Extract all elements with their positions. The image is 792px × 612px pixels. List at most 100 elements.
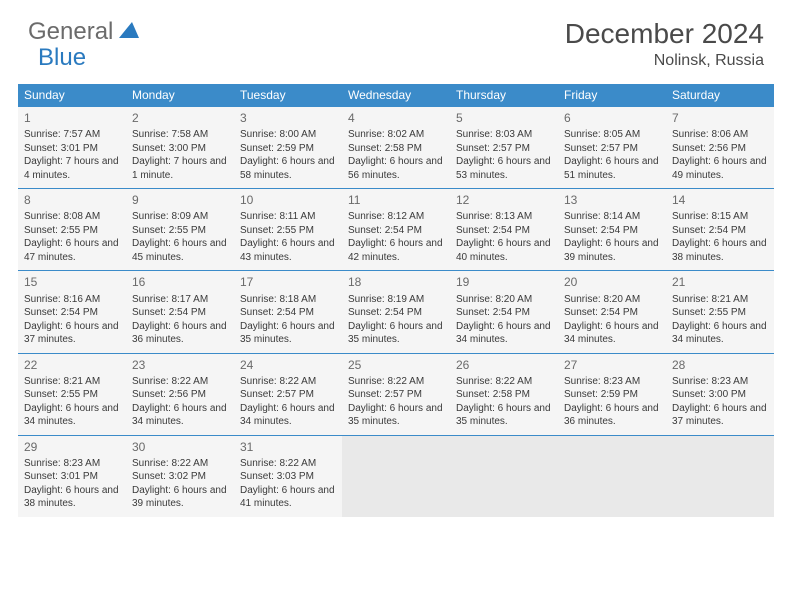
day-number: 24	[240, 357, 336, 373]
daylight-line: Daylight: 6 hours and 35 minutes.	[240, 320, 336, 347]
calendar-body: 1Sunrise: 7:57 AMSunset: 3:01 PMDaylight…	[18, 107, 774, 518]
day-number: 23	[132, 357, 228, 373]
sunset-line: Sunset: 2:54 PM	[240, 306, 336, 320]
daylight-line: Daylight: 6 hours and 38 minutes.	[672, 237, 768, 264]
day-number: 9	[132, 192, 228, 208]
sunset-line: Sunset: 2:55 PM	[672, 306, 768, 320]
calendar-cell: 2Sunrise: 7:58 AMSunset: 3:00 PMDaylight…	[126, 107, 234, 189]
sunset-line: Sunset: 2:54 PM	[24, 306, 120, 320]
daylight-line: Daylight: 6 hours and 53 minutes.	[456, 155, 552, 182]
sunrise-line: Sunrise: 8:12 AM	[348, 210, 444, 224]
day-number: 13	[564, 192, 660, 208]
daylight-line: Daylight: 6 hours and 41 minutes.	[240, 484, 336, 511]
logo: General	[28, 18, 142, 46]
sunrise-line: Sunrise: 8:17 AM	[132, 293, 228, 307]
day-number: 20	[564, 274, 660, 290]
day-number: 16	[132, 274, 228, 290]
calendar-cell: 21 Sunrise: 8:21 AMSunset: 2:55 PMDayligh…	[666, 271, 774, 353]
daylight-line: Daylight: 6 hours and 34 minutes.	[240, 402, 336, 429]
sunset-line: Sunset: 2:57 PM	[564, 142, 660, 156]
sunrise-line: Sunrise: 8:20 AM	[564, 293, 660, 307]
calendar-cell: 12Sunrise: 8:13 AMSunset: 2:54 PMDayligh…	[450, 189, 558, 271]
sunrise-line: Sunrise: 8:22 AM	[456, 375, 552, 389]
sunset-line: Sunset: 3:01 PM	[24, 470, 120, 484]
calendar-cell: 14Sunrise: 8:15 AMSunset: 2:54 PMDayligh…	[666, 189, 774, 271]
day-number: 21	[672, 274, 768, 290]
sunrise-line: Sunrise: 8:11 AM	[240, 210, 336, 224]
sunrise-line: Sunrise: 8:08 AM	[24, 210, 120, 224]
daylight-line: Daylight: 6 hours and 34 minutes.	[672, 320, 768, 347]
day-number: 28	[672, 357, 768, 373]
weekday-header: Friday	[558, 84, 666, 107]
daylight-line: Daylight: 6 hours and 42 minutes.	[348, 237, 444, 264]
sunrise-line: Sunrise: 8:21 AM	[24, 375, 120, 389]
day-number: 3	[240, 110, 336, 126]
daylight-line: Daylight: 6 hours and 35 minutes.	[348, 320, 444, 347]
calendar-cell: 26Sunrise: 8:22 AMSunset: 2:58 PMDayligh…	[450, 353, 558, 435]
calendar-row: 15Sunrise: 8:16 AMSunset: 2:54 PMDayligh…	[18, 271, 774, 353]
calendar-row: 29Sunrise: 8:23 AMSunset: 3:01 PMDayligh…	[18, 435, 774, 517]
calendar-cell: 27Sunrise: 8:23 AMSunset: 2:59 PMDayligh…	[558, 353, 666, 435]
daylight-line: Daylight: 6 hours and 35 minutes.	[456, 402, 552, 429]
day-number: 18	[348, 274, 444, 290]
calendar-cell: 8Sunrise: 8:08 AMSunset: 2:55 PMDaylight…	[18, 189, 126, 271]
day-number: 6	[564, 110, 660, 126]
day-number: 26	[456, 357, 552, 373]
calendar-cell: 11 Sunrise: 8:12 AMSunset: 2:54 PMDayligh…	[342, 189, 450, 271]
sunrise-line: Sunrise: 8:18 AM	[240, 293, 336, 307]
sunset-line: Sunset: 2:58 PM	[348, 142, 444, 156]
logo-blue-row: Blue	[38, 44, 86, 72]
calendar-cell: 22Sunrise: 8:21 AMSunset: 2:55 PMDayligh…	[18, 353, 126, 435]
sunrise-line: Sunrise: 8:05 AM	[564, 128, 660, 142]
sunrise-line: Sunrise: 8:03 AM	[456, 128, 552, 142]
sunrise-line: Sunrise: 8:23 AM	[24, 457, 120, 471]
sunrise-line: Sunrise: 8:22 AM	[240, 375, 336, 389]
sunset-line: Sunset: 3:03 PM	[240, 470, 336, 484]
daylight-line: Daylight: 6 hours and 40 minutes.	[456, 237, 552, 264]
day-number: 19	[456, 274, 552, 290]
calendar-table: Sunday Monday Tuesday Wednesday Thursday…	[18, 84, 774, 517]
calendar-cell: 17 Sunrise: 8:18 AMSunset: 2:54 PMDayligh…	[234, 271, 342, 353]
calendar-cell: 3Sunrise: 8:00 AMSunset: 2:59 PMDaylight…	[234, 107, 342, 189]
calendar-row: 8Sunrise: 8:08 AMSunset: 2:55 PMDaylight…	[18, 189, 774, 271]
sunset-line: Sunset: 2:55 PM	[24, 388, 120, 402]
sunset-line: Sunset: 2:55 PM	[24, 224, 120, 238]
day-number: 11	[348, 192, 444, 208]
sunset-line: Sunset: 2:56 PM	[132, 388, 228, 402]
calendar-cell: 16 Sunrise: 8:17 AMSunset: 2:54 PMDayligh…	[126, 271, 234, 353]
sunset-line: Sunset: 2:54 PM	[456, 224, 552, 238]
calendar-cell: 10Sunrise: 8:11 AMSunset: 2:55 PMDayligh…	[234, 189, 342, 271]
sunset-line: Sunset: 3:00 PM	[132, 142, 228, 156]
daylight-line: Daylight: 6 hours and 37 minutes.	[24, 320, 120, 347]
sunrise-line: Sunrise: 8:00 AM	[240, 128, 336, 142]
calendar-cell: 13Sunrise: 8:14 AMSunset: 2:54 PMDayligh…	[558, 189, 666, 271]
calendar-cell: 29Sunrise: 8:23 AMSunset: 3:01 PMDayligh…	[18, 435, 126, 517]
sunrise-line: Sunrise: 8:16 AM	[24, 293, 120, 307]
calendar-cell: 25Sunrise: 8:22 AMSunset: 2:57 PMDayligh…	[342, 353, 450, 435]
day-number: 17	[240, 274, 336, 290]
sunset-line: Sunset: 2:54 PM	[132, 306, 228, 320]
sunset-line: Sunset: 3:01 PM	[24, 142, 120, 156]
sunrise-line: Sunrise: 8:09 AM	[132, 210, 228, 224]
calendar-cell: 23Sunrise: 8:22 AMSunset: 2:56 PMDayligh…	[126, 353, 234, 435]
day-number: 2	[132, 110, 228, 126]
sunrise-line: Sunrise: 8:23 AM	[672, 375, 768, 389]
daylight-line: Daylight: 6 hours and 39 minutes.	[564, 237, 660, 264]
logo-text-general: General	[28, 18, 113, 46]
weekday-header: Thursday	[450, 84, 558, 107]
sunset-line: Sunset: 2:56 PM	[672, 142, 768, 156]
sunrise-line: Sunrise: 8:06 AM	[672, 128, 768, 142]
sunrise-line: Sunrise: 8:21 AM	[672, 293, 768, 307]
sunrise-line: Sunrise: 7:58 AM	[132, 128, 228, 142]
calendar-row: 1Sunrise: 7:57 AMSunset: 3:01 PMDaylight…	[18, 107, 774, 189]
sunset-line: Sunset: 2:54 PM	[348, 224, 444, 238]
daylight-line: Daylight: 6 hours and 36 minutes.	[132, 320, 228, 347]
sunset-line: Sunset: 2:54 PM	[564, 306, 660, 320]
sunset-line: Sunset: 2:54 PM	[672, 224, 768, 238]
sunrise-line: Sunrise: 8:14 AM	[564, 210, 660, 224]
calendar-cell: 9Sunrise: 8:09 AMSunset: 2:55 PMDaylight…	[126, 189, 234, 271]
sunset-line: Sunset: 2:57 PM	[348, 388, 444, 402]
sunrise-line: Sunrise: 7:57 AM	[24, 128, 120, 142]
calendar-cell: 18Sunrise: 8:19 AMSunset: 2:54 PMDayligh…	[342, 271, 450, 353]
sunrise-line: Sunrise: 8:22 AM	[132, 457, 228, 471]
